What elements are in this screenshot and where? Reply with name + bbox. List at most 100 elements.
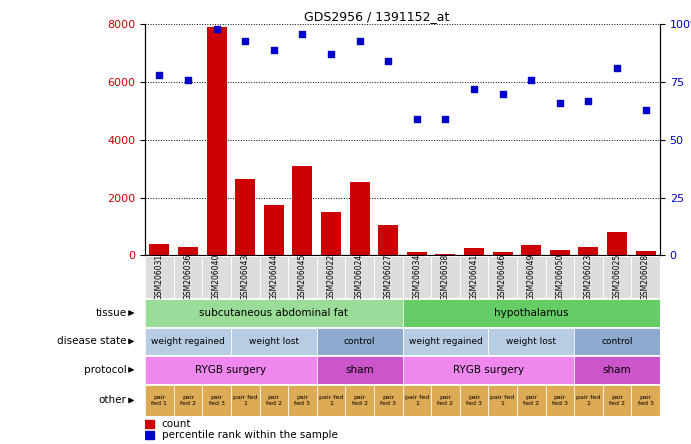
Point [325, 51, 337, 58]
Bar [607, 232, 627, 255]
Text: pair
fed 2: pair fed 2 [266, 395, 282, 406]
Text: GSM206038: GSM206038 [441, 254, 450, 301]
Text: percentile rank within the sample: percentile rank within the sample [162, 430, 338, 440]
Text: pair fed
1: pair fed 1 [319, 395, 343, 406]
Point [554, 99, 565, 107]
Text: pair fed
1: pair fed 1 [233, 395, 257, 406]
Text: other: other [99, 396, 126, 405]
Bar [574, 385, 603, 416]
Bar [460, 385, 489, 416]
Text: GSM206050: GSM206050 [556, 254, 565, 301]
Bar [489, 328, 574, 355]
Point [383, 58, 394, 65]
Bar [374, 256, 402, 298]
Bar [207, 28, 227, 255]
Point [468, 86, 480, 93]
Bar [316, 256, 346, 298]
Bar [402, 356, 574, 384]
Text: weight regained: weight regained [408, 337, 482, 346]
Text: sham: sham [346, 365, 374, 375]
Point [211, 25, 222, 32]
Bar [288, 385, 316, 416]
Text: GSM206040: GSM206040 [212, 254, 221, 301]
Text: GSM206034: GSM206034 [413, 254, 422, 301]
Bar [346, 385, 374, 416]
Bar [231, 385, 260, 416]
Text: RYGB surgery: RYGB surgery [453, 365, 524, 375]
Bar [493, 252, 513, 255]
Text: subcutaneous abdominal fat: subcutaneous abdominal fat [199, 308, 348, 318]
Bar [636, 251, 656, 255]
Text: GSM206036: GSM206036 [184, 254, 193, 301]
Point [240, 37, 251, 44]
Bar [402, 328, 489, 355]
Bar [260, 256, 288, 298]
Bar [603, 256, 632, 298]
Text: pair
fed 3: pair fed 3 [466, 395, 482, 406]
Text: pair
fed 3: pair fed 3 [209, 395, 225, 406]
Bar [202, 385, 231, 416]
Bar [431, 256, 460, 298]
Bar [178, 247, 198, 255]
Point [154, 71, 165, 79]
Text: pair
fed 1: pair fed 1 [151, 395, 167, 406]
Bar [460, 256, 489, 298]
Bar [378, 225, 398, 255]
Bar [574, 328, 660, 355]
Bar [545, 385, 574, 416]
Text: count: count [162, 419, 191, 429]
Bar [578, 247, 598, 255]
Bar [517, 385, 545, 416]
Text: control: control [344, 337, 375, 346]
Text: pair fed
1: pair fed 1 [491, 395, 515, 406]
Text: pair
fed 3: pair fed 3 [638, 395, 654, 406]
Point [612, 65, 623, 72]
Bar [288, 256, 316, 298]
Point [182, 76, 193, 83]
Text: weight regained: weight regained [151, 337, 225, 346]
Bar [292, 166, 312, 255]
Text: GSM206031: GSM206031 [155, 254, 164, 301]
Bar [145, 356, 316, 384]
Point [497, 90, 508, 97]
Bar [145, 420, 154, 428]
Bar [402, 385, 431, 416]
Text: GSM206045: GSM206045 [298, 254, 307, 301]
Point [440, 115, 451, 123]
Bar [489, 385, 517, 416]
Bar [149, 244, 169, 255]
Bar [145, 299, 402, 327]
Bar [346, 256, 374, 298]
Bar [321, 212, 341, 255]
Bar [260, 385, 288, 416]
Text: GSM206027: GSM206027 [384, 254, 392, 301]
Bar [145, 385, 173, 416]
Bar [145, 328, 231, 355]
Text: pair
fed 3: pair fed 3 [380, 395, 396, 406]
Point [411, 115, 422, 123]
Text: GSM206023: GSM206023 [584, 254, 593, 301]
Bar [632, 256, 660, 298]
Bar [231, 328, 316, 355]
Text: RYGB surgery: RYGB surgery [196, 365, 267, 375]
Text: GSM206043: GSM206043 [240, 254, 249, 301]
Text: disease state: disease state [57, 337, 126, 346]
Point [526, 76, 537, 83]
Bar [173, 256, 202, 298]
Text: GSM206022: GSM206022 [327, 254, 336, 300]
Text: GSM206044: GSM206044 [269, 254, 278, 301]
Bar [231, 256, 260, 298]
Bar [202, 256, 231, 298]
Text: hypothalamus: hypothalamus [494, 308, 569, 318]
Bar [407, 252, 427, 255]
Bar [145, 256, 173, 298]
Bar [517, 256, 545, 298]
Text: weight lost: weight lost [249, 337, 299, 346]
Bar [550, 250, 570, 255]
Text: weight lost: weight lost [507, 337, 556, 346]
Text: tissue: tissue [95, 308, 126, 318]
Bar [402, 299, 660, 327]
Bar [402, 256, 431, 298]
Bar [632, 385, 660, 416]
Bar [316, 356, 402, 384]
